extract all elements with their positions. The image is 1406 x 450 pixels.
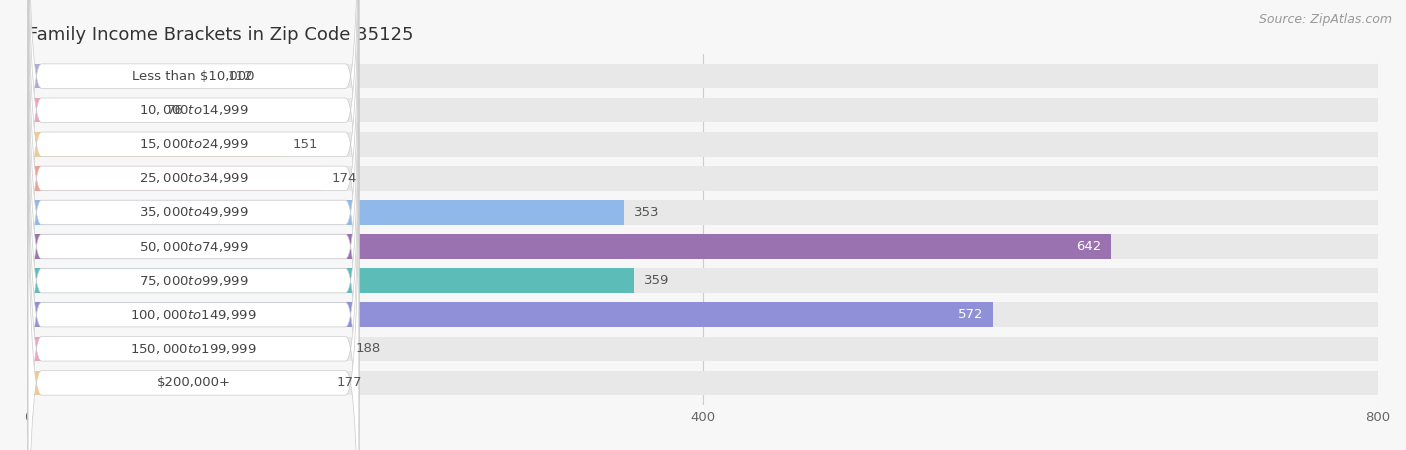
Bar bbox=[28, 371, 1378, 395]
Text: 76: 76 bbox=[166, 104, 183, 117]
Bar bbox=[28, 132, 283, 157]
FancyBboxPatch shape bbox=[28, 0, 359, 365]
Text: $10,000 to $14,999: $10,000 to $14,999 bbox=[139, 103, 249, 117]
Bar bbox=[28, 302, 1378, 327]
Bar bbox=[28, 302, 993, 327]
Text: $75,000 to $99,999: $75,000 to $99,999 bbox=[139, 274, 249, 288]
Bar bbox=[28, 132, 1378, 157]
Bar bbox=[28, 98, 156, 122]
FancyBboxPatch shape bbox=[28, 0, 359, 399]
Text: Less than $10,000: Less than $10,000 bbox=[132, 70, 254, 83]
Text: 177: 177 bbox=[337, 376, 363, 389]
Bar bbox=[28, 200, 624, 225]
Text: 353: 353 bbox=[634, 206, 659, 219]
Bar bbox=[28, 371, 326, 395]
Text: Family Income Brackets in Zip Code 35125: Family Income Brackets in Zip Code 35125 bbox=[28, 26, 413, 44]
Bar bbox=[28, 64, 217, 88]
Bar bbox=[28, 166, 322, 191]
FancyBboxPatch shape bbox=[28, 0, 359, 450]
Text: $15,000 to $24,999: $15,000 to $24,999 bbox=[139, 137, 249, 151]
Text: $25,000 to $34,999: $25,000 to $34,999 bbox=[139, 171, 249, 185]
Bar bbox=[28, 64, 1378, 88]
Text: $200,000+: $200,000+ bbox=[156, 376, 231, 389]
Bar bbox=[28, 234, 1111, 259]
FancyBboxPatch shape bbox=[28, 26, 359, 450]
FancyBboxPatch shape bbox=[28, 0, 359, 433]
Text: 112: 112 bbox=[228, 70, 253, 83]
Text: $100,000 to $149,999: $100,000 to $149,999 bbox=[131, 308, 257, 322]
Bar bbox=[28, 337, 346, 361]
FancyBboxPatch shape bbox=[28, 60, 359, 450]
Text: $150,000 to $199,999: $150,000 to $199,999 bbox=[131, 342, 257, 356]
Bar bbox=[28, 98, 1378, 122]
FancyBboxPatch shape bbox=[28, 0, 359, 450]
FancyBboxPatch shape bbox=[28, 128, 359, 450]
Bar bbox=[28, 268, 634, 293]
Bar bbox=[28, 166, 1378, 191]
Bar bbox=[28, 337, 1378, 361]
FancyBboxPatch shape bbox=[28, 0, 359, 331]
Bar bbox=[28, 268, 1378, 293]
Text: Source: ZipAtlas.com: Source: ZipAtlas.com bbox=[1258, 14, 1392, 27]
Bar bbox=[28, 234, 1378, 259]
Text: 174: 174 bbox=[332, 172, 357, 185]
Bar bbox=[28, 200, 1378, 225]
FancyBboxPatch shape bbox=[28, 94, 359, 450]
Text: $50,000 to $74,999: $50,000 to $74,999 bbox=[139, 239, 249, 253]
Text: 151: 151 bbox=[292, 138, 319, 151]
Text: 188: 188 bbox=[356, 342, 381, 355]
Text: 359: 359 bbox=[644, 274, 669, 287]
Text: 642: 642 bbox=[1076, 240, 1101, 253]
Text: 572: 572 bbox=[957, 308, 983, 321]
Text: $35,000 to $49,999: $35,000 to $49,999 bbox=[139, 206, 249, 220]
